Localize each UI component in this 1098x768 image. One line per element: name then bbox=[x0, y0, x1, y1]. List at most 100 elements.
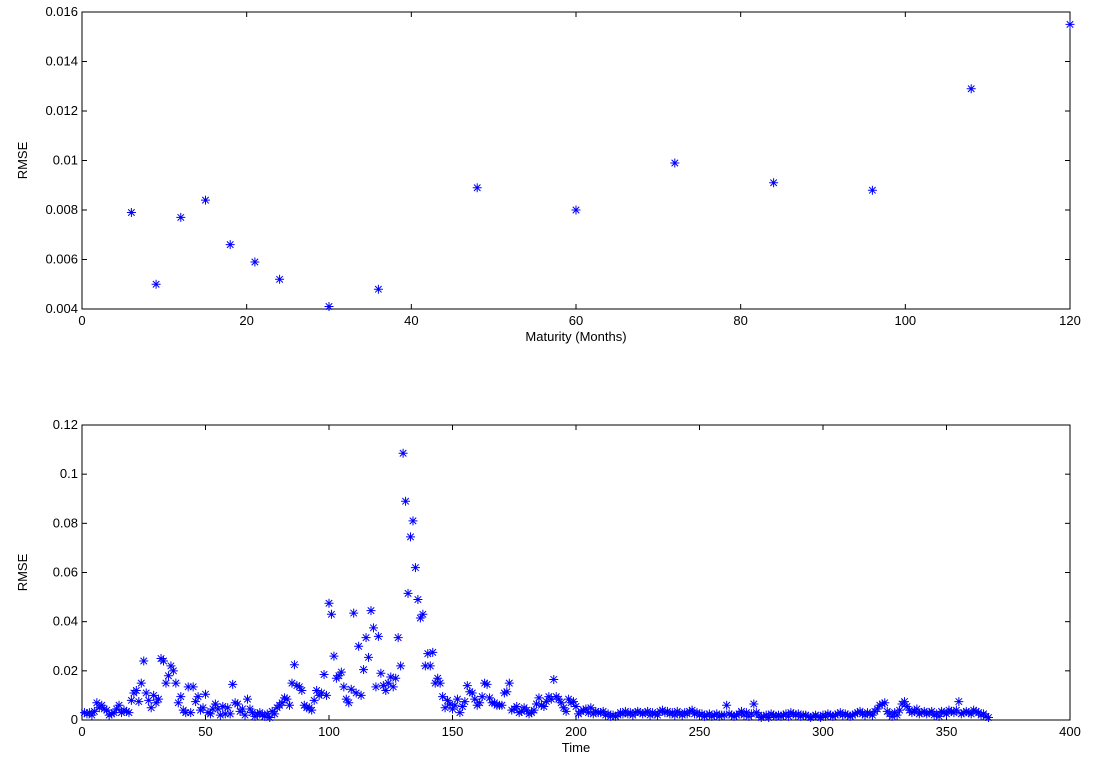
data-point bbox=[151, 279, 161, 289]
data-point bbox=[366, 606, 376, 616]
data-point bbox=[287, 678, 297, 688]
data-point bbox=[946, 706, 956, 716]
data-point bbox=[346, 684, 356, 694]
data-point bbox=[499, 688, 509, 698]
maturity-rmse-chart: 0 20 40 60 80 100 120 0.004 0.006 0.008 0.01 0.012 0… bbox=[15, 4, 1081, 344]
data-point bbox=[228, 679, 238, 689]
data-point bbox=[531, 699, 541, 709]
data-point bbox=[769, 178, 779, 188]
data-point bbox=[875, 700, 885, 710]
data-point bbox=[450, 700, 460, 710]
data-point bbox=[813, 711, 823, 721]
data-point bbox=[126, 695, 136, 705]
data-point bbox=[504, 678, 514, 688]
data-point bbox=[803, 711, 813, 721]
x-tick-label: 80 bbox=[733, 313, 747, 328]
data-point bbox=[976, 710, 986, 720]
data-point bbox=[223, 703, 233, 713]
data-point bbox=[238, 704, 248, 714]
data-point bbox=[959, 708, 969, 718]
data-point bbox=[695, 710, 704, 720]
data-point bbox=[376, 668, 386, 678]
data-point bbox=[104, 710, 114, 720]
data-point bbox=[438, 692, 448, 702]
data-point bbox=[361, 633, 371, 643]
y-tick-label: 0.06 bbox=[53, 565, 78, 580]
data-point bbox=[354, 641, 364, 651]
data-point bbox=[581, 704, 591, 714]
data-point bbox=[546, 694, 556, 704]
data-point bbox=[198, 703, 208, 713]
data-point bbox=[141, 688, 151, 698]
data-point bbox=[410, 563, 420, 573]
data-point bbox=[485, 693, 495, 703]
data-point bbox=[462, 681, 472, 691]
data-point bbox=[368, 623, 378, 633]
data-point bbox=[282, 694, 292, 704]
y-tick-label: 0.014 bbox=[45, 54, 78, 69]
data-point bbox=[176, 212, 186, 222]
data-point bbox=[393, 633, 403, 643]
data-point bbox=[475, 698, 485, 708]
data-point bbox=[151, 698, 161, 708]
data-point bbox=[719, 710, 729, 720]
data-point bbox=[364, 652, 374, 662]
x-tick-label: 200 bbox=[565, 724, 587, 739]
data-point bbox=[477, 692, 487, 702]
y-tick-label: 0.12 bbox=[53, 417, 78, 432]
data-point bbox=[843, 710, 853, 720]
data-point bbox=[218, 701, 228, 711]
data-point bbox=[139, 656, 149, 666]
data-point bbox=[87, 710, 97, 720]
time-rmse-chart: 0 50 100 150 200 250 300 350 400 0 0.02 0.04 0.06 0.0… bbox=[15, 417, 1081, 755]
data-point bbox=[670, 710, 680, 720]
data-point bbox=[529, 705, 539, 715]
data-point bbox=[201, 195, 210, 205]
data-point bbox=[922, 709, 932, 719]
data-point bbox=[373, 631, 383, 641]
data-point bbox=[512, 701, 522, 711]
y-tick-label: 0.012 bbox=[45, 103, 78, 118]
data-point bbox=[722, 700, 732, 710]
data-point bbox=[233, 699, 243, 709]
data-point bbox=[349, 608, 359, 618]
data-point bbox=[571, 205, 581, 215]
data-point bbox=[966, 84, 976, 94]
data-point bbox=[680, 708, 690, 718]
x-tick-label: 100 bbox=[318, 724, 340, 739]
data-point bbox=[472, 183, 482, 193]
data-point bbox=[929, 710, 939, 720]
x-tick-label: 60 bbox=[569, 313, 583, 328]
y-tick-label: 0.004 bbox=[45, 301, 78, 316]
plot-area bbox=[81, 424, 1071, 721]
data-point bbox=[653, 710, 663, 720]
data-point bbox=[225, 240, 235, 250]
data-point bbox=[872, 704, 882, 714]
y-tick-label: 0 bbox=[71, 712, 78, 727]
x-tick-label: 300 bbox=[812, 724, 834, 739]
data-point bbox=[205, 709, 215, 719]
data-point bbox=[171, 678, 181, 688]
x-axis-label: Maturity (Months) bbox=[525, 329, 626, 344]
data-point bbox=[578, 705, 588, 715]
data-point bbox=[522, 705, 532, 715]
x-tick-label: 350 bbox=[936, 724, 958, 739]
data-point bbox=[420, 661, 430, 671]
data-point bbox=[356, 690, 366, 700]
data-point bbox=[430, 678, 440, 688]
data-point bbox=[541, 697, 551, 707]
data-point bbox=[186, 708, 196, 718]
data-point bbox=[539, 701, 549, 711]
data-point bbox=[591, 706, 601, 716]
x-tick-label: 400 bbox=[1059, 724, 1081, 739]
data-point bbox=[102, 705, 112, 715]
data-point bbox=[944, 705, 954, 715]
data-point bbox=[359, 665, 369, 675]
data-point bbox=[136, 678, 146, 688]
data-point bbox=[771, 711, 781, 721]
data-point bbox=[309, 695, 319, 705]
data-point bbox=[769, 710, 779, 720]
y-tick-label: 0.08 bbox=[53, 515, 78, 530]
data-point bbox=[445, 699, 455, 709]
plot-area bbox=[81, 11, 1071, 310]
